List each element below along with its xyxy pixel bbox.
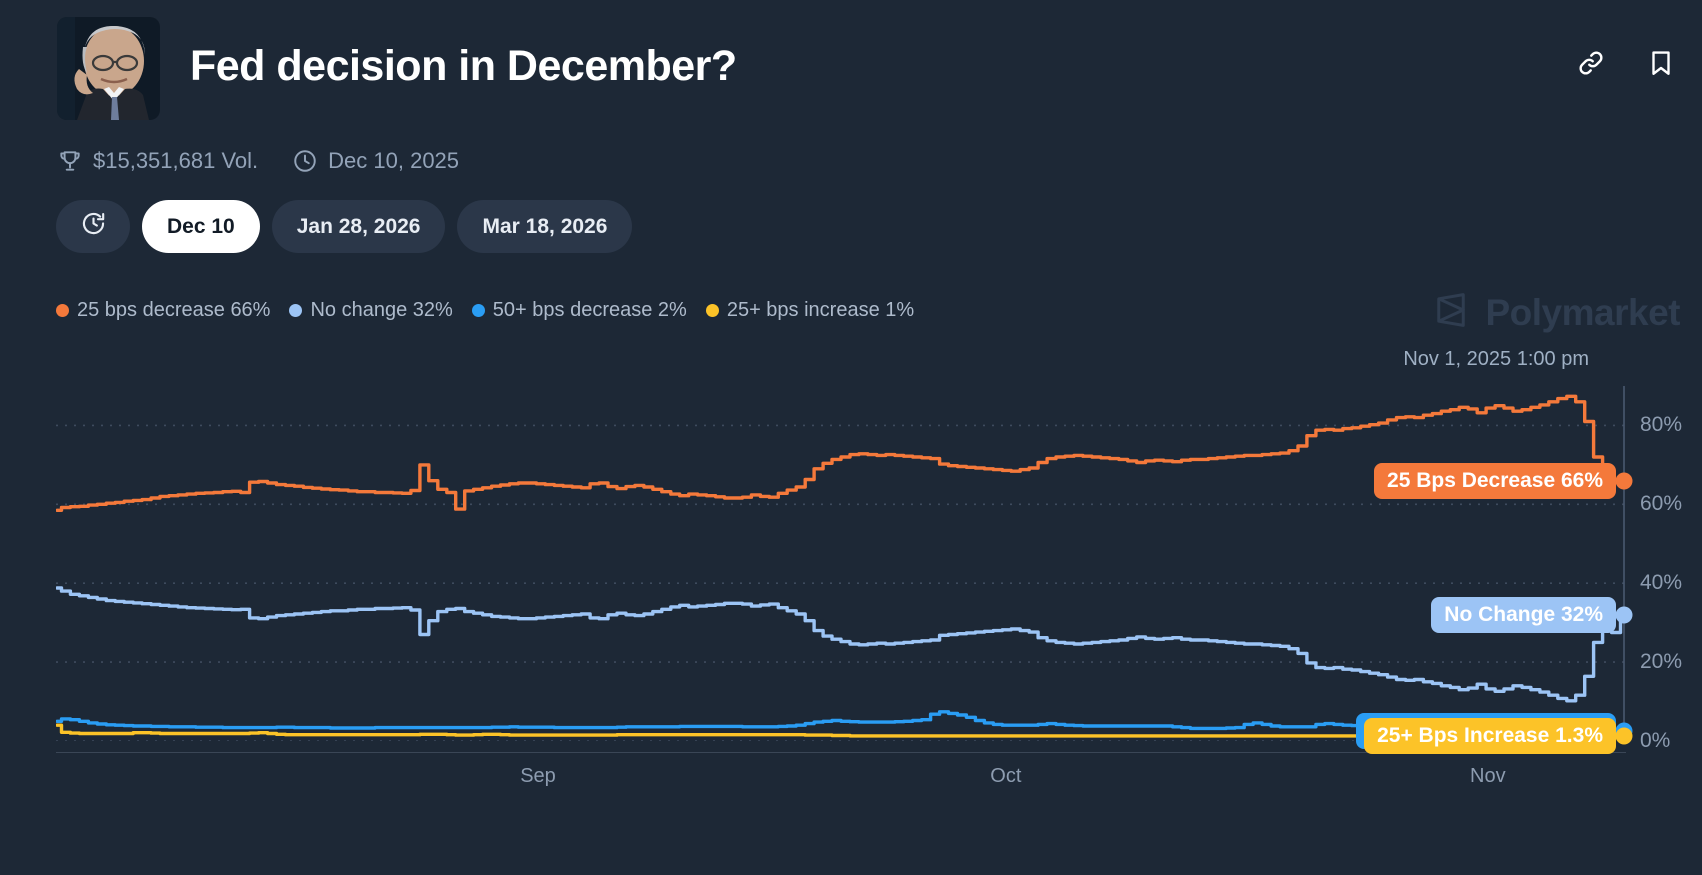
tab-mar-18-2026[interactable]: Mar 18, 2026 <box>457 200 633 253</box>
market-period-tabs: Dec 10 Jan 28, 2026 Mar 18, 2026 <box>56 200 633 253</box>
chart-plot-area[interactable] <box>56 386 1626 741</box>
legend-item-no-change[interactable]: No change 32% <box>289 299 453 322</box>
clock-icon <box>292 148 318 174</box>
avatar-image <box>57 17 160 120</box>
tab-mar-18-2026-label: Mar 18, 2026 <box>482 214 608 238</box>
series-line-no-change <box>56 586 1626 703</box>
chart-x-axis-line <box>56 752 1626 753</box>
legend-label: 25+ bps increase 1% <box>726 299 915 321</box>
legend-dot-icon <box>56 304 69 317</box>
jerome-powell-avatar <box>57 17 160 120</box>
y-axis-tick-label: 80% <box>1640 413 1683 437</box>
legend-label: 50+ bps decrease 2% <box>492 299 687 321</box>
polymarket-logo-icon <box>1430 289 1472 336</box>
copy-link-icon[interactable] <box>1576 48 1606 78</box>
end-point-25-plus-bps-increase <box>1615 727 1633 745</box>
bookmark-icon[interactable] <box>1646 48 1676 78</box>
legend-label: No change 32% <box>310 299 453 321</box>
price-history-chart: Nov 1, 2025 1:00 pm 0% 20% 40% 60% 80% Sep Oc… <box>0 340 1702 875</box>
chart-legend: 25 bps decrease 66% No change 32% 50+ bp… <box>56 299 914 322</box>
trophy-icon <box>57 148 83 174</box>
polymarket-watermark: Polymarket <box>1430 289 1681 336</box>
market-header: Fed decision in December? $15,351,681 Vo… <box>0 0 1702 180</box>
market-volume: $15,351,681 Vol. <box>93 148 259 173</box>
end-label-no-change: No Change 32% <box>1431 596 1616 633</box>
x-axis-tick-label: Sep <box>520 765 556 787</box>
x-axis-tick-label: Nov <box>1470 765 1506 787</box>
end-label-25-bps-decrease: 25 Bps Decrease 66% <box>1374 462 1616 499</box>
legend-item-25-plus-bps-increase[interactable]: 25+ bps increase 1% <box>705 299 915 322</box>
chart-series-paths <box>56 394 1626 738</box>
chart-svg <box>56 386 1626 741</box>
legend-item-25-bps-decrease[interactable]: 25 bps decrease 66% <box>56 299 270 322</box>
series-line-25-bps-decrease <box>56 394 1626 512</box>
chart-gridlines <box>56 424 1626 741</box>
legend-dot-icon <box>705 304 719 317</box>
market-meta: $15,351,681 Vol. Dec 10, 2025 <box>57 148 459 174</box>
legend-dot-icon <box>289 304 303 317</box>
tab-dec-10[interactable]: Dec 10 <box>142 200 260 253</box>
legend-item-50-plus-bps-decrease[interactable]: 50+ bps decrease 2% <box>471 299 687 322</box>
tab-jan-28-2026-label: Jan 28, 2026 <box>296 214 421 238</box>
page-title: Fed decision in December? <box>190 42 737 90</box>
x-axis-tick-label: Oct <box>990 765 1022 787</box>
y-axis-tick-label: 40% <box>1640 571 1683 595</box>
chart-timestamp: Nov 1, 2025 1:00 pm <box>1403 348 1589 370</box>
polymarket-watermark-text: Polymarket <box>1485 291 1681 333</box>
market-resolution-date: Dec 10, 2025 <box>328 148 460 173</box>
history-chip[interactable] <box>56 200 130 253</box>
history-clock-icon <box>80 210 107 243</box>
series-line-50-bps-decrease <box>56 710 1609 733</box>
series-line-25-bps-increase <box>56 723 1564 738</box>
legend-dot-icon <box>471 304 485 317</box>
y-axis-tick-label: 20% <box>1640 650 1683 674</box>
tab-dec-10-label: Dec 10 <box>167 214 235 238</box>
y-axis-tick-label: 60% <box>1640 492 1683 516</box>
chart-y-axis-labels: 0% 20% 40% 60% 80% <box>1640 386 1702 752</box>
tab-jan-28-2026[interactable]: Jan 28, 2026 <box>271 200 446 253</box>
end-point-no-change <box>1615 606 1633 624</box>
legend-label: 25 bps decrease 66% <box>77 299 271 321</box>
end-point-25-bps-decrease <box>1615 472 1633 490</box>
y-axis-tick-label: 0% <box>1640 729 1671 752</box>
end-label-25-plus-bps-increase: 25+ Bps Increase 1.3% <box>1364 717 1616 754</box>
chart-x-axis-labels: Sep Oct Nov <box>0 765 1702 805</box>
header-actions <box>1576 48 1676 78</box>
